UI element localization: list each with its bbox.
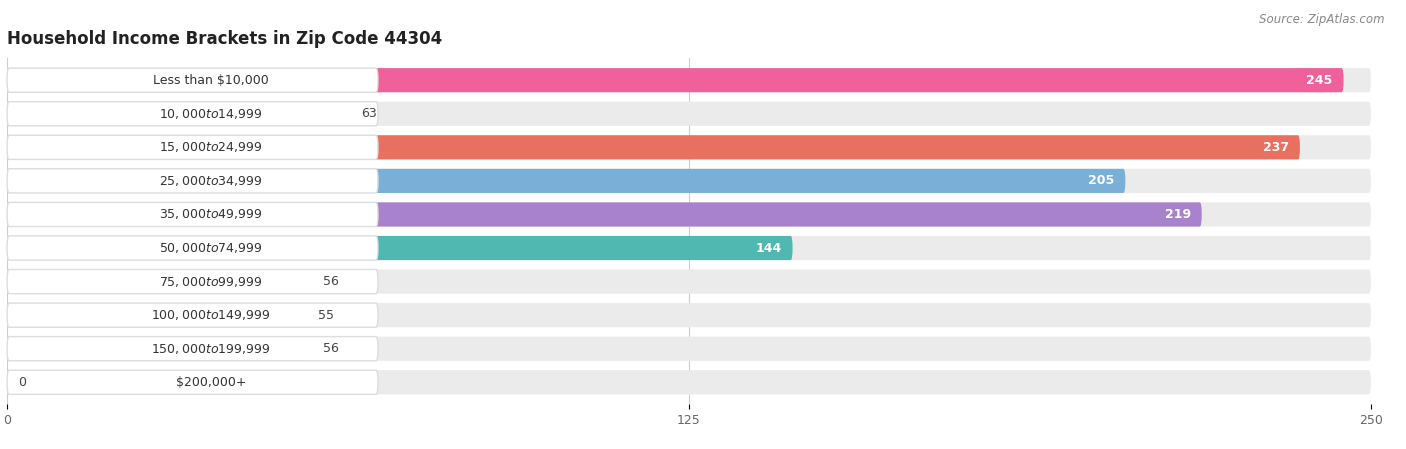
- FancyBboxPatch shape: [7, 337, 312, 361]
- Text: 63: 63: [361, 107, 377, 120]
- Text: 0: 0: [18, 376, 25, 389]
- FancyBboxPatch shape: [7, 169, 1371, 193]
- FancyBboxPatch shape: [7, 135, 378, 159]
- Text: $200,000+: $200,000+: [176, 376, 246, 389]
- FancyBboxPatch shape: [7, 269, 312, 294]
- Text: Less than $10,000: Less than $10,000: [153, 74, 269, 87]
- FancyBboxPatch shape: [7, 303, 307, 327]
- Text: $75,000 to $99,999: $75,000 to $99,999: [159, 275, 263, 289]
- FancyBboxPatch shape: [7, 101, 378, 126]
- FancyBboxPatch shape: [7, 68, 378, 92]
- Text: 144: 144: [755, 242, 782, 255]
- FancyBboxPatch shape: [7, 236, 378, 260]
- FancyBboxPatch shape: [7, 202, 1202, 227]
- FancyBboxPatch shape: [7, 303, 1371, 327]
- FancyBboxPatch shape: [7, 236, 793, 260]
- FancyBboxPatch shape: [7, 169, 1125, 193]
- Text: 245: 245: [1306, 74, 1333, 87]
- FancyBboxPatch shape: [7, 337, 378, 361]
- Text: 55: 55: [318, 308, 335, 321]
- FancyBboxPatch shape: [7, 269, 1371, 294]
- Text: $150,000 to $199,999: $150,000 to $199,999: [152, 342, 271, 356]
- Text: $35,000 to $49,999: $35,000 to $49,999: [159, 207, 263, 221]
- FancyBboxPatch shape: [7, 337, 1371, 361]
- FancyBboxPatch shape: [7, 101, 1371, 126]
- FancyBboxPatch shape: [7, 370, 1371, 394]
- FancyBboxPatch shape: [7, 269, 378, 294]
- Text: 56: 56: [323, 275, 339, 288]
- FancyBboxPatch shape: [7, 135, 1371, 159]
- FancyBboxPatch shape: [7, 68, 1371, 92]
- FancyBboxPatch shape: [7, 370, 378, 394]
- Text: $15,000 to $24,999: $15,000 to $24,999: [159, 141, 263, 154]
- Text: $25,000 to $34,999: $25,000 to $34,999: [159, 174, 263, 188]
- FancyBboxPatch shape: [7, 202, 1371, 227]
- FancyBboxPatch shape: [7, 101, 350, 126]
- FancyBboxPatch shape: [7, 68, 1344, 92]
- FancyBboxPatch shape: [7, 135, 1301, 159]
- Text: Household Income Brackets in Zip Code 44304: Household Income Brackets in Zip Code 44…: [7, 31, 443, 48]
- Text: $50,000 to $74,999: $50,000 to $74,999: [159, 241, 263, 255]
- Text: $10,000 to $14,999: $10,000 to $14,999: [159, 107, 263, 121]
- Text: $100,000 to $149,999: $100,000 to $149,999: [152, 308, 271, 322]
- Text: 237: 237: [1263, 141, 1289, 154]
- Text: Source: ZipAtlas.com: Source: ZipAtlas.com: [1260, 13, 1385, 26]
- FancyBboxPatch shape: [7, 303, 378, 327]
- Text: 205: 205: [1088, 174, 1115, 187]
- Text: 56: 56: [323, 342, 339, 355]
- FancyBboxPatch shape: [7, 202, 378, 227]
- FancyBboxPatch shape: [7, 236, 1371, 260]
- Text: 219: 219: [1164, 208, 1191, 221]
- FancyBboxPatch shape: [7, 169, 378, 193]
